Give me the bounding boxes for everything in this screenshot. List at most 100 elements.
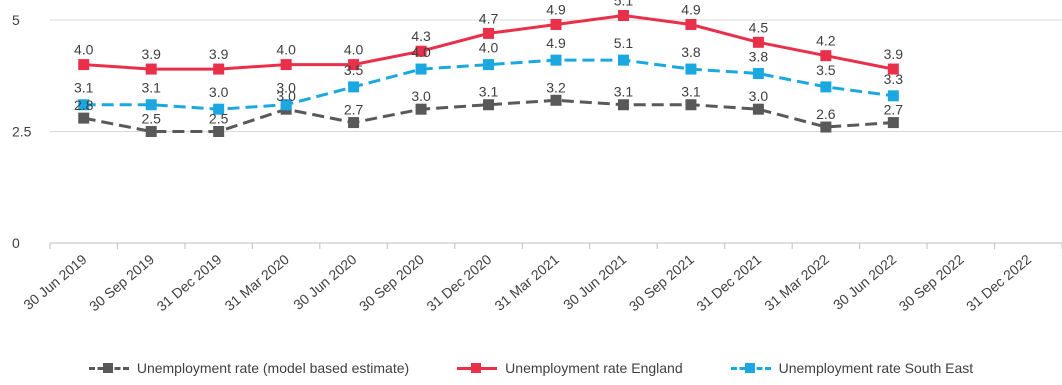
legend-label: Unemployment rate South East [778, 360, 974, 376]
data-label: 3.0 [209, 84, 229, 100]
y-tick-label: 2.5 [12, 124, 32, 140]
data-label: 3.1 [141, 80, 161, 96]
data-point [145, 63, 157, 75]
data-point [887, 90, 899, 102]
legend-label: Unemployment rate England [505, 360, 683, 376]
x-tick-label: 31 Dec 2020 [423, 251, 494, 314]
data-point [685, 99, 697, 111]
data-point [280, 59, 292, 71]
data-label: 4.9 [546, 35, 566, 51]
data-point [145, 126, 157, 137]
data-point [213, 126, 225, 137]
data-label: 3.0 [276, 80, 296, 96]
data-label: 3.0 [411, 88, 431, 104]
data-point [78, 99, 90, 111]
data-label: 4.0 [344, 42, 364, 58]
data-label: 2.6 [816, 106, 836, 122]
data-label: 3.1 [479, 84, 499, 100]
data-label: 2.5 [209, 111, 229, 127]
data-point [685, 18, 697, 30]
x-tick-label: 31 Dec 2022 [963, 251, 1034, 314]
data-point [550, 54, 562, 66]
data-label: 2.7 [884, 102, 904, 118]
x-tick-label: 30 Jun 2022 [830, 251, 899, 313]
data-label: 4.9 [681, 1, 701, 17]
data-label: 3.9 [884, 46, 904, 62]
legend-item: Unemployment rate (model based estimate) [88, 360, 410, 376]
data-label: 3.0 [749, 88, 769, 104]
data-point [415, 63, 427, 75]
data-point [617, 99, 629, 111]
data-label: 2.8 [74, 97, 94, 113]
data-label: 4.0 [479, 40, 499, 56]
data-point [617, 54, 629, 66]
data-point [348, 81, 360, 93]
chart-legend: Unemployment rate (model based estimate)… [0, 360, 1062, 376]
data-point [145, 99, 157, 111]
data-label: 4.0 [74, 42, 94, 58]
data-label: 3.5 [344, 62, 364, 78]
x-tick-label: 30 Sep 2021 [626, 251, 697, 314]
data-label: 2.5 [141, 111, 161, 127]
data-point [483, 27, 495, 39]
data-label: 3.1 [74, 80, 94, 96]
x-tick-label: 30 Jun 2021 [560, 251, 629, 313]
legend-swatch-icon [88, 363, 129, 373]
x-tick-label: 30 Sep 2022 [896, 251, 967, 314]
data-point [550, 94, 562, 106]
x-tick-label: 31 Mar 2021 [491, 251, 562, 314]
data-point [752, 68, 764, 80]
data-point [280, 99, 292, 111]
data-point [213, 63, 225, 75]
data-point [483, 59, 495, 71]
x-tick-label: 30 Jun 2019 [20, 251, 89, 313]
data-point [887, 63, 899, 75]
data-label: 3.1 [681, 84, 701, 100]
data-label: 4.5 [749, 19, 769, 35]
data-point [415, 45, 427, 57]
data-label: 4.0 [276, 42, 296, 58]
data-point [483, 99, 495, 111]
y-tick-label: 5 [12, 12, 20, 28]
data-point [550, 18, 562, 30]
x-tick-label: 31 Mar 2022 [761, 251, 832, 314]
data-point [752, 36, 764, 48]
legend-item: Unemployment rate South East [730, 360, 974, 376]
data-point [78, 59, 90, 71]
data-label: 3.8 [749, 49, 769, 65]
data-point [685, 63, 697, 75]
data-label: 4.9 [546, 1, 566, 17]
data-point [752, 103, 764, 115]
legend-swatch-icon [457, 363, 498, 373]
data-label: 2.7 [344, 102, 364, 118]
legend-label: Unemployment rate (model based estimate) [136, 360, 410, 376]
x-tick-label: 30 Jun 2020 [290, 251, 359, 313]
x-tick-label: 30 Sep 2020 [356, 251, 427, 314]
data-label: 3.0 [276, 88, 296, 104]
x-tick-label: 31 Mar 2020 [222, 251, 293, 314]
data-label: 3.9 [141, 46, 161, 62]
y-tick-label: 0 [12, 235, 20, 251]
data-label: 3.3 [884, 71, 904, 87]
x-tick-label: 30 Sep 2019 [86, 251, 157, 314]
data-label: 5.1 [614, 0, 634, 9]
data-point [820, 81, 832, 93]
data-point [348, 117, 360, 129]
data-label: 3.8 [681, 44, 701, 60]
data-point [887, 117, 899, 129]
data-point [820, 50, 832, 62]
data-label: 4.0 [411, 44, 431, 60]
data-label: 3.9 [209, 46, 229, 62]
data-point [78, 112, 90, 124]
data-point [820, 121, 832, 133]
data-point [348, 59, 360, 71]
x-tick-label: 31 Dec 2019 [153, 251, 224, 314]
x-tick-label: 31 Dec 2021 [693, 251, 764, 314]
data-point [415, 103, 427, 115]
data-label: 4.2 [816, 33, 836, 49]
data-label: 5.1 [614, 35, 634, 51]
data-label: 3.1 [614, 84, 634, 100]
data-point [617, 10, 629, 22]
data-label: 4.3 [411, 28, 431, 44]
